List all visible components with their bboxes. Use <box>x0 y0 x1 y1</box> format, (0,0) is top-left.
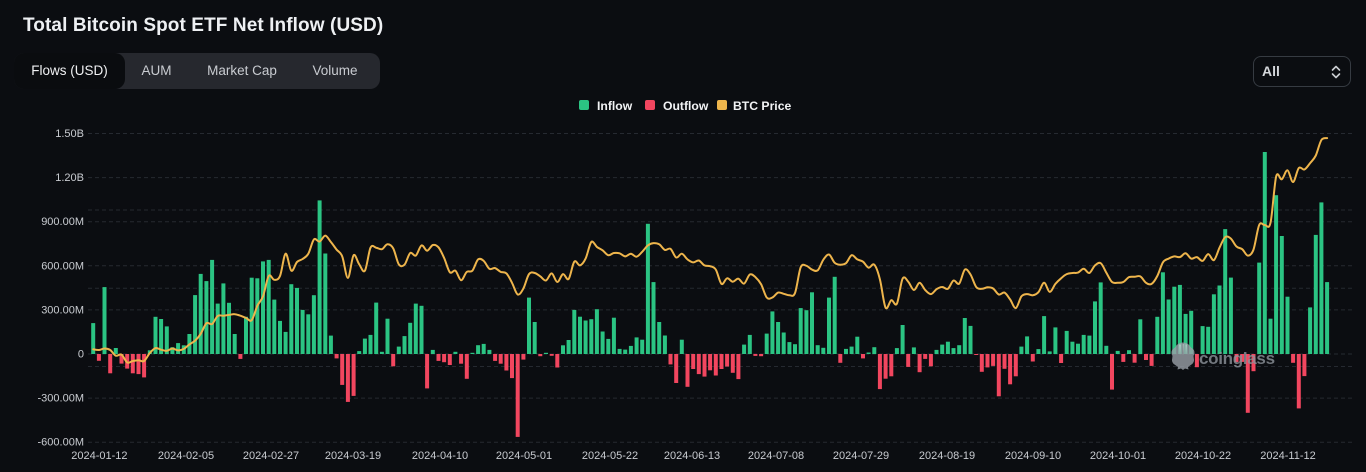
svg-text:2024-05-22: 2024-05-22 <box>582 450 638 462</box>
svg-text:2024-09-10: 2024-09-10 <box>1005 450 1061 462</box>
svg-text:1.20B: 1.20B <box>55 172 84 184</box>
svg-text:2024-08-19: 2024-08-19 <box>919 450 975 462</box>
svg-text:2024-10-01: 2024-10-01 <box>1090 450 1146 462</box>
svg-text:2024-02-27: 2024-02-27 <box>243 450 299 462</box>
svg-text:300.00M: 300.00M <box>41 304 84 316</box>
svg-text:900.00M: 900.00M <box>41 216 84 228</box>
svg-text:-600.00M: -600.00M <box>38 437 84 449</box>
svg-text:2024-10-22: 2024-10-22 <box>1175 450 1231 462</box>
svg-text:2024-01-12: 2024-01-12 <box>71 450 127 462</box>
svg-text:2024-03-19: 2024-03-19 <box>325 450 381 462</box>
svg-text:2024-11-12: 2024-11-12 <box>1260 450 1315 462</box>
svg-text:2024-05-01: 2024-05-01 <box>496 450 552 462</box>
svg-text:2024-07-08: 2024-07-08 <box>748 450 804 462</box>
svg-text:2024-06-13: 2024-06-13 <box>664 450 720 462</box>
svg-text:600.00M: 600.00M <box>41 260 84 272</box>
svg-text:0: 0 <box>78 349 84 361</box>
svg-text:-300.00M: -300.00M <box>38 393 84 405</box>
svg-text:2024-07-29: 2024-07-29 <box>833 450 889 462</box>
svg-text:2024-04-10: 2024-04-10 <box>412 450 468 462</box>
svg-text:coinglass: coinglass <box>1199 349 1275 368</box>
svg-text:1.50B: 1.50B <box>55 128 84 140</box>
svg-text:2024-02-05: 2024-02-05 <box>158 450 214 462</box>
